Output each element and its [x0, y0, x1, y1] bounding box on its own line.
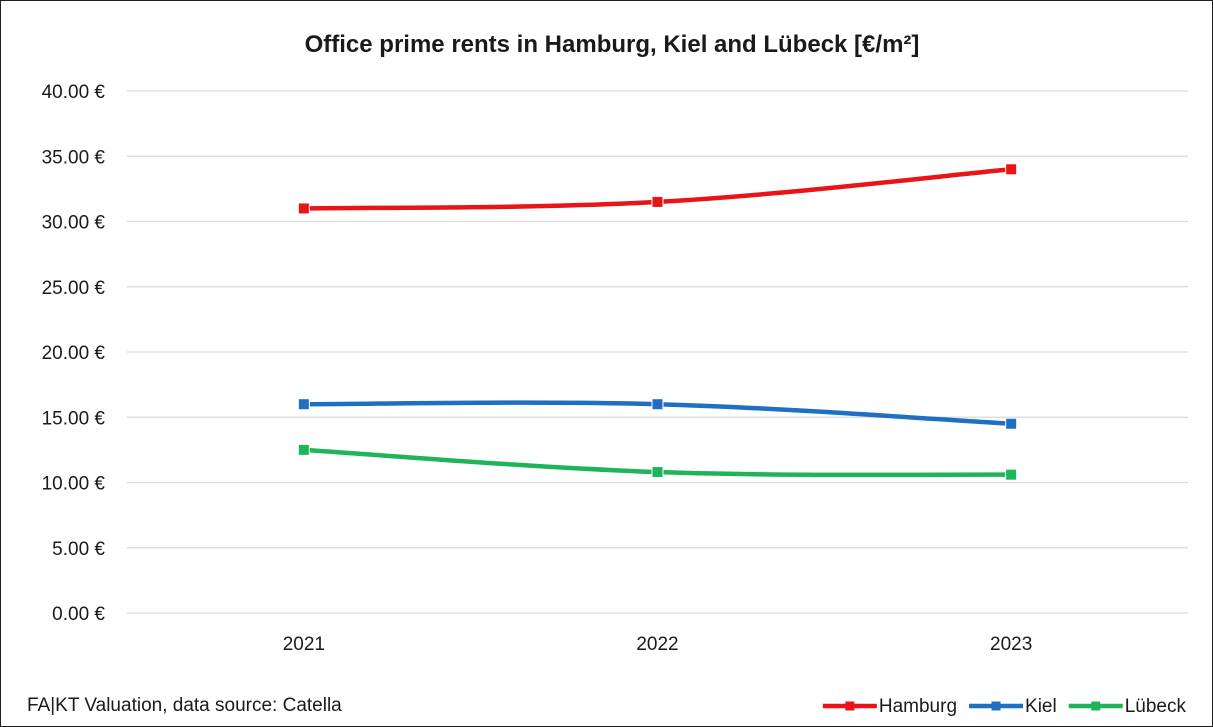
x-tick-label: 2023	[990, 634, 1032, 655]
legend-label: Lübeck	[1125, 696, 1187, 717]
data-point-marker	[651, 195, 664, 208]
data-point-marker	[297, 398, 310, 411]
x-axis-tick-labels: 2021 2022 2023	[283, 634, 1033, 655]
y-tick-label: 20.00 €	[42, 343, 106, 364]
y-tick-label: 35.00 €	[42, 147, 106, 168]
legend-label: Hamburg	[879, 696, 957, 717]
y-tick-label: 15.00 €	[42, 408, 106, 429]
chart-title: Office prime rents in Hamburg, Kiel and …	[305, 31, 920, 58]
y-tick-label: 5.00 €	[52, 539, 105, 560]
data-point-marker	[651, 466, 664, 479]
data-point-marker	[297, 443, 310, 456]
legend-label: Kiel	[1025, 696, 1057, 717]
series-lines	[297, 163, 1018, 481]
y-axis-tick-labels: 0.00 € 5.00 € 10.00 € 15.00 € 20.00 € 25.00 €…	[42, 82, 106, 625]
y-tick-label: 10.00 €	[42, 474, 106, 495]
y-tick-label: 30.00 €	[42, 213, 106, 234]
series-hamburg	[297, 163, 1018, 215]
series-lübeck	[297, 443, 1018, 481]
y-tick-label: 40.00 €	[42, 82, 106, 103]
legend-marker	[845, 701, 855, 711]
y-tick-label: 0.00 €	[52, 604, 105, 625]
y-tick-label: 25.00 €	[42, 278, 106, 299]
data-point-marker	[297, 202, 310, 215]
data-point-marker	[1005, 163, 1018, 176]
source-note: FA|KT Valuation, data source: Catella	[27, 695, 342, 716]
legend-marker	[1091, 701, 1101, 711]
series-kiel	[297, 398, 1018, 430]
x-tick-label: 2021	[283, 634, 325, 655]
data-point-marker	[1005, 468, 1018, 481]
legend: Hamburg Kiel Lübeck	[822, 696, 1187, 717]
gridlines	[127, 90, 1188, 614]
legend-marker	[991, 701, 1001, 711]
data-point-marker	[651, 398, 664, 411]
data-point-marker	[1005, 417, 1018, 430]
x-tick-label: 2022	[636, 634, 678, 655]
